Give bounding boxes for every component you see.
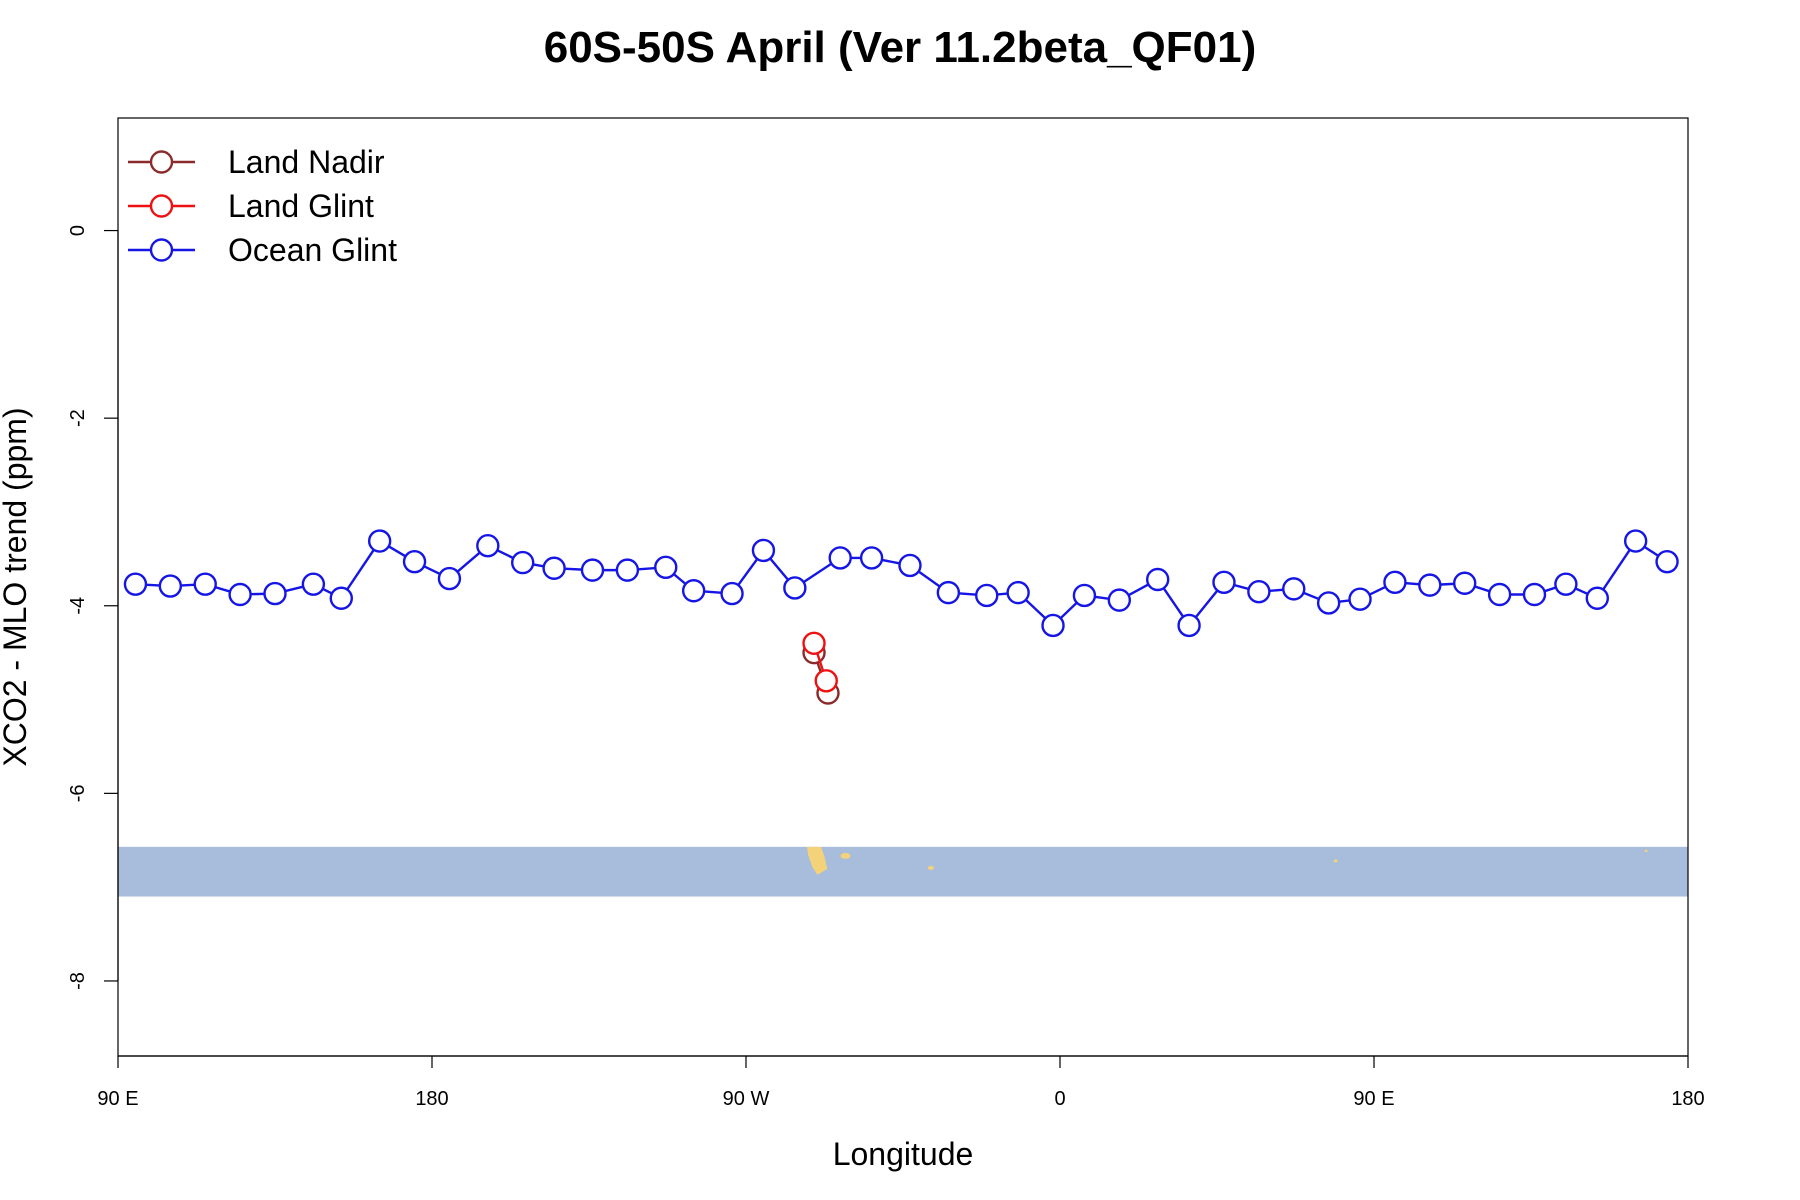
data-point bbox=[1282, 577, 1306, 601]
data-point bbox=[1623, 529, 1648, 553]
x-tick-label: 0 bbox=[1054, 1088, 1065, 1110]
legend-label: Land Glint bbox=[228, 188, 374, 224]
data-point bbox=[654, 555, 678, 580]
data-point bbox=[1107, 588, 1132, 612]
x-tick-label: 90 E bbox=[1353, 1088, 1394, 1110]
series-land-glint bbox=[802, 631, 838, 693]
y-tick-label: -6 bbox=[67, 784, 89, 802]
legend-marker bbox=[149, 194, 174, 218]
legend-label: Land Nadir bbox=[228, 144, 385, 180]
data-point bbox=[1348, 587, 1372, 611]
x-tick-label: 180 bbox=[415, 1088, 448, 1110]
map-land-south-georgia bbox=[927, 865, 934, 870]
legend-marker bbox=[149, 150, 174, 174]
data-point bbox=[615, 558, 640, 582]
data-point bbox=[476, 534, 500, 558]
data-point bbox=[1177, 613, 1201, 638]
map-strip bbox=[118, 846, 1688, 897]
map-land-falklands bbox=[840, 852, 851, 859]
data-point bbox=[1554, 572, 1578, 596]
series-ocean-glint bbox=[123, 529, 1679, 638]
data-point bbox=[123, 572, 148, 596]
map-land-island bbox=[1644, 849, 1648, 853]
data-point bbox=[828, 546, 852, 570]
x-tick-label: 90 W bbox=[723, 1088, 770, 1110]
y-tick-label: -2 bbox=[67, 409, 89, 427]
data-point bbox=[1316, 591, 1341, 615]
data-point bbox=[580, 558, 605, 582]
x-tick-label: 90 E bbox=[97, 1088, 138, 1110]
data-point bbox=[1247, 579, 1271, 604]
data-point bbox=[898, 553, 922, 578]
data-point bbox=[1418, 573, 1442, 597]
data-point bbox=[1212, 570, 1236, 595]
data-point bbox=[859, 546, 884, 570]
series-layer bbox=[123, 529, 1679, 705]
data-point bbox=[367, 529, 392, 553]
x-axis-label: Longitude bbox=[833, 1136, 974, 1172]
legend-marker bbox=[149, 238, 174, 262]
map-land-island bbox=[1333, 859, 1338, 863]
data-point bbox=[1072, 583, 1097, 608]
data-point bbox=[263, 581, 287, 606]
data-point bbox=[975, 583, 999, 608]
y-axis-label: XCO2 - MLO trend (ppm) bbox=[0, 407, 33, 766]
legend-item: Land Nadir bbox=[128, 144, 385, 180]
chart-title: 60S-50S April (Ver 11.2beta_QF01) bbox=[544, 23, 1257, 72]
data-point bbox=[511, 550, 535, 575]
data-point bbox=[936, 580, 961, 605]
data-point bbox=[1655, 549, 1679, 574]
data-point bbox=[783, 576, 807, 600]
data-point bbox=[802, 631, 826, 655]
data-point bbox=[193, 572, 217, 596]
data-point bbox=[437, 566, 462, 591]
legend-item: Ocean Glint bbox=[128, 232, 397, 268]
y-tick-label: 0 bbox=[67, 225, 89, 236]
legend-item: Land Glint bbox=[128, 188, 374, 224]
data-point bbox=[1487, 582, 1512, 607]
data-point bbox=[751, 538, 776, 563]
data-point bbox=[1585, 586, 1609, 610]
data-point bbox=[1041, 613, 1065, 638]
data-point bbox=[402, 549, 427, 574]
legend: Land Nadir Land Glint Ocean Glint bbox=[128, 144, 397, 268]
data-point bbox=[814, 669, 838, 693]
data-point bbox=[1522, 582, 1547, 607]
y-tick-label: -4 bbox=[67, 597, 89, 615]
data-point bbox=[720, 581, 744, 606]
data-point bbox=[228, 582, 252, 607]
data-point bbox=[158, 574, 183, 598]
data-point bbox=[1453, 571, 1477, 595]
map-ocean bbox=[118, 846, 1688, 897]
x-tick-label: 180 bbox=[1671, 1088, 1704, 1110]
x-axis: 90 E 180 90 W 0 90 E 180 bbox=[97, 1055, 1705, 1110]
data-point bbox=[542, 556, 566, 580]
data-point bbox=[681, 579, 706, 603]
data-point bbox=[329, 586, 353, 610]
data-point bbox=[1006, 580, 1030, 605]
legend-label: Ocean Glint bbox=[228, 232, 397, 268]
data-point bbox=[301, 572, 326, 596]
y-axis: 0 -2 -4 -6 -8 bbox=[67, 225, 119, 990]
data-point bbox=[1145, 567, 1170, 592]
data-point bbox=[1383, 570, 1407, 595]
y-tick-label: -8 bbox=[67, 972, 89, 990]
map-land-tierra-del-fuego bbox=[807, 846, 828, 875]
